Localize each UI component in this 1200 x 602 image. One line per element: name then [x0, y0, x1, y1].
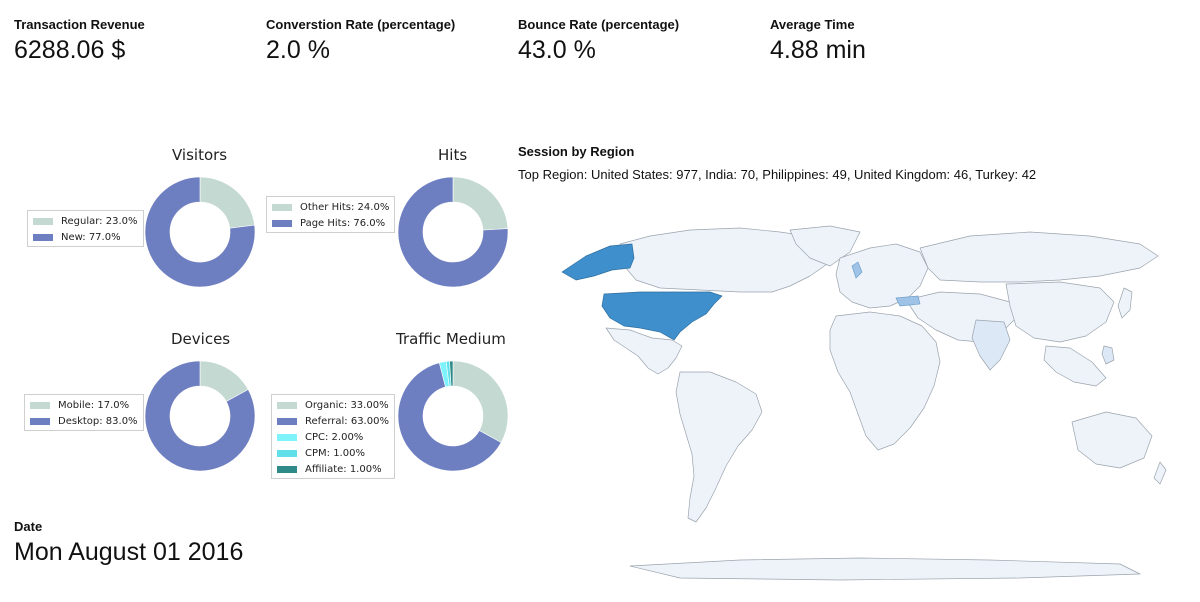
map-region-philippines — [1101, 345, 1115, 365]
legend-entry: New: 77.0% — [33, 229, 138, 245]
legend-swatch — [272, 203, 292, 211]
map-region-new-zealand — [1153, 461, 1167, 485]
donut-slice-other-hits — [452, 176, 509, 231]
legend-swatch — [277, 417, 297, 425]
legend-swatch — [30, 401, 50, 409]
legend-label: Other Hits: 24.0% — [300, 201, 390, 213]
map-region-mexico — [605, 327, 683, 375]
donut-slice-affiliate — [449, 360, 454, 387]
kpi-revenue: Transaction Revenue 6288.06 $ — [14, 17, 145, 65]
date-block: Date Mon August 01 2016 — [14, 519, 243, 567]
hits-legend: Other Hits: 24.0% Page Hits: 76.0% — [266, 196, 396, 233]
legend-label: Regular: 23.0% — [61, 215, 138, 227]
donut-slice-new — [144, 176, 256, 288]
region-map-subtitle: Top Region: United States: 977, India: 7… — [518, 167, 1037, 182]
map-region-turkey — [895, 295, 921, 307]
kpi-label: Transaction Revenue — [14, 17, 145, 32]
legend-swatch — [277, 449, 297, 457]
date-label: Date — [14, 519, 43, 534]
devices-legend: Mobile: 17.0% Desktop: 83.0% — [24, 394, 144, 431]
legend-swatch — [33, 233, 53, 241]
legend-entry: Page Hits: 76.0% — [272, 215, 389, 231]
legend-label: Affiliate: 1.00% — [305, 463, 382, 475]
legend-swatch — [30, 417, 50, 425]
legend-entry: Other Hits: 24.0% — [272, 199, 389, 215]
legend-entry: Organic: 33.00% — [277, 397, 389, 413]
kpi-bounce-rate: Bounce Rate (percentage) 43.0 % — [518, 17, 679, 65]
visitors-chart-title: Visitors — [172, 146, 228, 164]
world-map — [561, 225, 1167, 581]
legend-swatch — [277, 401, 297, 409]
devices-chart-title: Devices — [171, 330, 231, 348]
devices-donut-chart — [144, 360, 256, 472]
legend-entry: CPM: 1.00% — [277, 445, 389, 461]
hits-donut-chart — [397, 176, 509, 288]
visitors-donut-chart — [144, 176, 256, 288]
region-map-title: Session by Region — [518, 144, 635, 159]
legend-label: Organic: 33.00% — [305, 399, 389, 411]
kpi-value: 6288.06 $ — [14, 36, 126, 64]
legend-label: Desktop: 83.0% — [58, 415, 138, 427]
legend-entry: Referral: 63.00% — [277, 413, 389, 429]
donut-slice-page-hits — [397, 176, 509, 288]
legend-label: CPC: 2.00% — [305, 431, 364, 443]
legend-label: Page Hits: 76.0% — [300, 217, 386, 229]
map-region-south-america — [675, 371, 763, 523]
kpi-value: 4.88 min — [770, 36, 866, 64]
kpi-label: Converstion Rate (percentage) — [266, 17, 456, 32]
map-region-united-states-highlight — [601, 291, 723, 341]
legend-entry: Mobile: 17.0% — [30, 397, 138, 413]
legend-swatch — [272, 219, 292, 227]
map-region-canada — [619, 227, 837, 293]
map-region-russia — [919, 231, 1159, 283]
donut-slice-referral — [397, 362, 502, 472]
map-region-africa — [829, 311, 941, 451]
legend-label: Mobile: 17.0% — [58, 399, 130, 411]
map-region-united-kingdom — [851, 261, 863, 279]
kpi-average-time: Average Time 4.88 min — [770, 17, 866, 65]
legend-label: New: 77.0% — [61, 231, 121, 243]
date-value: Mon August 01 2016 — [14, 538, 244, 566]
kpi-conversion-rate: Converstion Rate (percentage) 2.0 % — [266, 17, 455, 65]
legend-label: CPM: 1.00% — [305, 447, 365, 459]
map-region-japan — [1117, 287, 1133, 319]
traffic-medium-legend: Organic: 33.00% Referral: 63.00% CPC: 2.… — [271, 394, 395, 479]
traffic-medium-donut-chart — [397, 360, 509, 472]
legend-label: Referral: 63.00% — [305, 415, 389, 427]
legend-swatch — [277, 433, 297, 441]
donut-slice-regular — [199, 176, 255, 229]
legend-entry: Regular: 23.0% — [33, 213, 138, 229]
map-region-australia — [1071, 411, 1153, 469]
legend-entry: CPC: 2.00% — [277, 429, 389, 445]
kpi-value: 43.0 % — [518, 36, 596, 64]
kpi-label: Bounce Rate (percentage) — [518, 17, 680, 32]
legend-swatch — [33, 217, 53, 225]
traffic-medium-chart-title: Traffic Medium — [396, 330, 506, 348]
map-region-southeast-asia — [1043, 345, 1107, 387]
hits-chart-title: Hits — [438, 146, 468, 164]
map-region-india — [971, 319, 1011, 371]
map-region-alaska-highlight — [561, 243, 635, 281]
donut-slice-desktop — [144, 360, 256, 472]
legend-entry: Desktop: 83.0% — [30, 413, 138, 429]
kpi-value: 2.0 % — [266, 36, 330, 64]
legend-swatch — [277, 465, 297, 473]
map-region-antarctica — [629, 557, 1141, 581]
visitors-legend: Regular: 23.0% New: 77.0% — [27, 210, 144, 247]
donut-slice-organic — [452, 360, 509, 443]
kpi-label: Average Time — [770, 17, 855, 32]
map-region-east-asia — [1005, 281, 1115, 343]
legend-entry: Affiliate: 1.00% — [277, 461, 389, 477]
